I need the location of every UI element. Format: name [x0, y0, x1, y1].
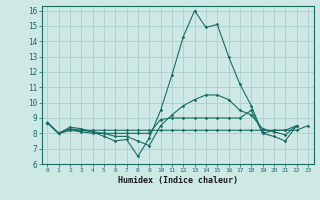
X-axis label: Humidex (Indice chaleur): Humidex (Indice chaleur) — [118, 176, 237, 185]
